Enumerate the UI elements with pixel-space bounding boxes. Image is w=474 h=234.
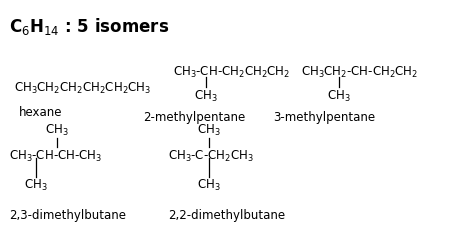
Text: CH$_3$CH$_2$-CH-CH$_2$CH$_2$: CH$_3$CH$_2$-CH-CH$_2$CH$_2$ [301,65,419,80]
Text: CH$_3$: CH$_3$ [45,123,69,138]
Text: CH$_3$: CH$_3$ [197,178,220,193]
Text: CH$_3$: CH$_3$ [327,89,351,104]
Text: CH$_3$-CH-CH-CH$_3$: CH$_3$-CH-CH-CH$_3$ [9,149,103,164]
Text: 3-methylpentane: 3-methylpentane [273,110,376,124]
Text: hexane: hexane [19,106,63,119]
Text: 2-methylpentane: 2-methylpentane [143,110,246,124]
Text: C$_6$H$_{14}$ : 5 isomers: C$_6$H$_{14}$ : 5 isomers [9,16,170,37]
Text: 2,2-dimethylbutane: 2,2-dimethylbutane [168,209,285,222]
Text: CH$_3$-CH-CH$_2$CH$_2$CH$_2$: CH$_3$-CH-CH$_2$CH$_2$CH$_2$ [173,65,291,80]
Text: CH$_3$CH$_2$CH$_2$CH$_2$CH$_2$CH$_3$: CH$_3$CH$_2$CH$_2$CH$_2$CH$_2$CH$_3$ [14,81,152,96]
Text: CH$_3$-C-CH$_2$CH$_3$: CH$_3$-C-CH$_2$CH$_3$ [168,149,254,164]
Text: CH$_3$: CH$_3$ [197,123,220,138]
Text: CH$_3$: CH$_3$ [24,178,47,193]
Text: CH$_3$: CH$_3$ [194,89,218,104]
Text: 2,3-dimethylbutane: 2,3-dimethylbutane [9,209,127,222]
